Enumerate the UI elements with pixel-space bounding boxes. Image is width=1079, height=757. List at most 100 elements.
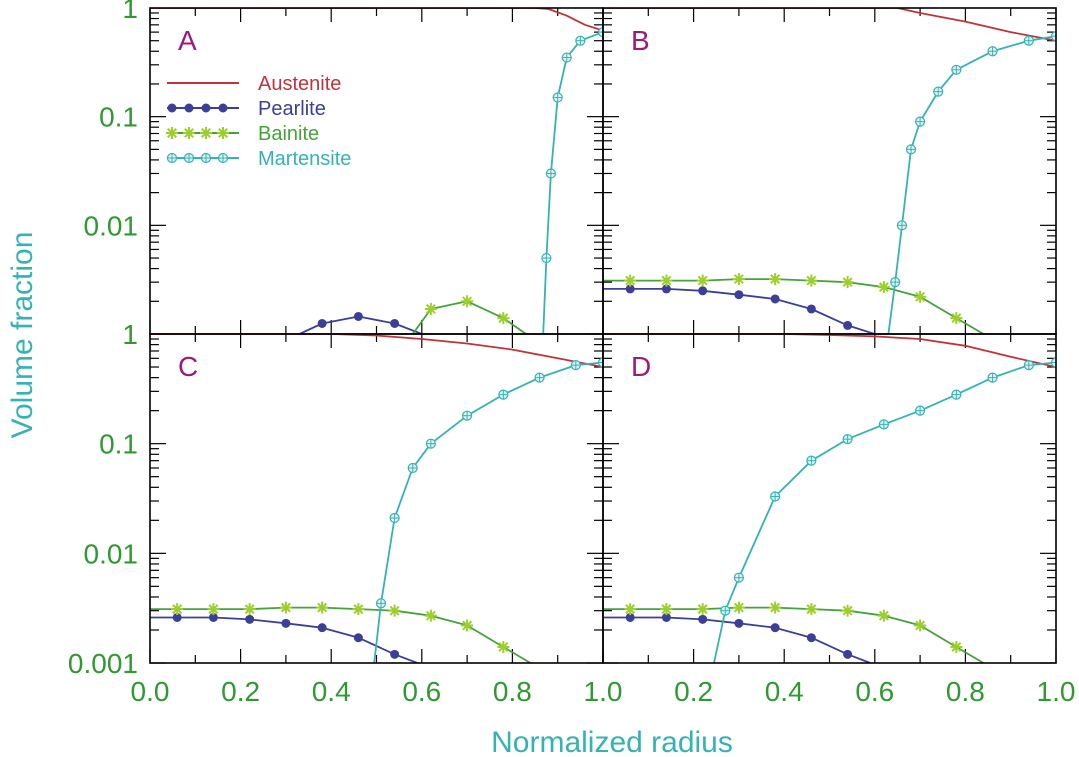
pearlite-point [625,284,635,294]
pearlite-point [661,612,671,622]
x-tick-label: 0.0 [131,676,170,707]
panel-frame [602,333,1057,664]
y-tick-label: 0.01 [84,210,139,241]
bainite-marker-stroke [218,128,228,138]
x-tick-label: 0.2 [674,676,713,707]
bainite-point [877,281,890,294]
legend-marker [167,103,177,113]
bainite-marker-stroke [951,642,962,652]
pearlite-point [625,612,635,622]
legend-marker [201,103,211,113]
legend-label: Bainite [258,123,319,145]
bainite-point [316,601,329,614]
legend-marker [166,127,178,139]
pearlite-point [843,649,853,659]
bainite-marker-stroke [915,291,926,302]
bainite-marker-stroke [733,274,744,285]
bainite-point [732,601,745,614]
legend-marker [183,127,195,139]
austenite-line [150,8,603,32]
legend-marker [183,152,195,164]
y-tick-label: 0.001 [68,648,138,679]
legend-marker [200,152,212,164]
bainite-marker-stroke [697,275,708,286]
bainite-marker-stroke [244,604,255,615]
bainite-point [950,312,963,325]
bainite-marker-stroke [770,602,781,613]
y-tick-label: 1 [122,0,138,24]
x-tick-label: 1.0 [584,676,623,707]
bainite-marker-stroke [425,304,436,314]
bainite-marker-stroke [806,275,817,286]
martensite-line [887,35,1056,334]
panel-frame [149,333,604,664]
bainite-point [841,604,854,617]
martensite-point [597,27,603,38]
martensite-point [561,52,572,63]
pearlite-point [390,318,400,328]
bainite-marker-stroke [878,610,889,621]
pearlite-point [806,633,816,643]
bainite-point [660,603,673,616]
bainite-point [805,274,818,287]
bainite-marker-stroke [462,620,473,631]
panel-label-d: D [631,351,651,382]
x-tick-label: 0.6 [402,676,441,707]
panel-ticks [602,334,1057,664]
martensite-point [806,455,817,466]
panel-label-b: B [631,25,650,56]
martensite-point [534,372,545,383]
bainite-marker-stroke [661,604,672,615]
bainite-point [424,302,437,315]
pearlite-point [353,633,363,643]
martensite-point [905,144,917,155]
bainite-marker-stroke [770,274,781,285]
pearlite-point [734,290,744,300]
pearlite-point [698,614,708,624]
legend-marker [184,103,194,113]
martensite-point [914,116,926,127]
x-tick-label: 0.6 [855,676,894,707]
pearlite-point [734,618,744,628]
bainite-point [660,274,673,287]
martensite-point [570,360,581,371]
bainite-marker-stroke [733,602,744,613]
bainite-marker-stroke [498,642,509,652]
panel-label-c: C [178,351,198,382]
legend: Austenite Pearlite Bainite Martensite [166,73,351,170]
bainite-point [352,603,365,616]
pearlite-point [698,286,708,296]
y-tick-labels: 1 0.1 0.01 1 0.1 0.01 0.001 [68,0,138,679]
bainite-marker-stroke [208,604,219,615]
bainite-point [696,603,709,616]
panel-b: B [602,7,1057,335]
martensite-point [541,252,552,264]
bainite-point [171,603,184,616]
martensite-point [987,372,998,383]
bainite-marker-stroke [806,604,817,615]
martensite-point [951,389,962,400]
bainite-point [461,619,474,632]
martensite-point [1023,360,1034,371]
martensite-point [552,92,563,103]
bainite-marker-stroke [842,277,853,288]
bainite-marker-stroke [172,604,183,615]
pearlite-point [172,612,182,622]
panel-series [150,8,603,334]
x-tick-labels: 0.0 0.2 0.4 0.6 0.8 1.0 0.2 0.4 0.6 0.8 1.0 [131,676,1076,707]
martensite-point [770,491,781,502]
bainite-point [424,609,437,622]
bainite-point [769,273,782,286]
bainite-line [603,606,984,663]
bainite-point [624,274,637,287]
legend-label: Austenite [258,73,341,95]
martensite-point [720,605,731,616]
panel-d: D [602,333,1057,664]
bainite-point [461,295,474,308]
bainite-marker-stroke [951,313,962,324]
martensite-point [597,357,603,368]
bainite-marker-stroke [842,605,853,616]
martensite-point [375,598,387,609]
panel-series [150,334,603,663]
